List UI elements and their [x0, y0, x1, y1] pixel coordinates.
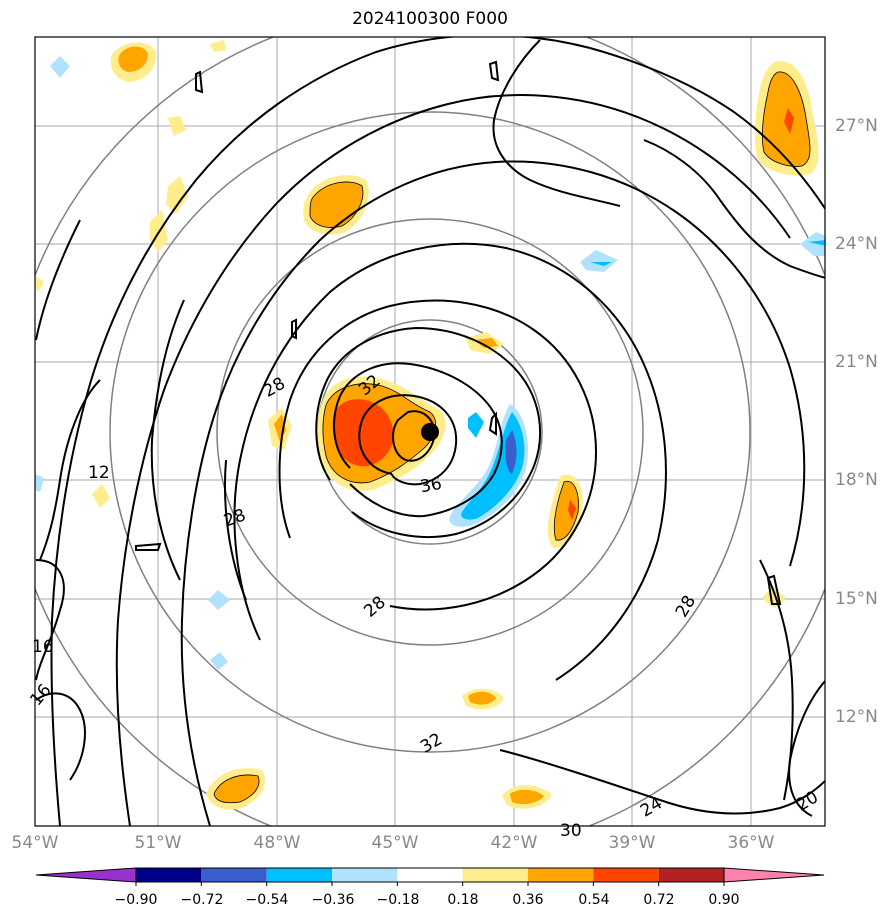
contour-label: 12 [88, 463, 110, 483]
shade-o [35, 276, 44, 292]
colorbar-label: −0.18 [376, 892, 420, 908]
shade-u [35, 474, 44, 492]
shade-cold-inner [505, 430, 517, 474]
colorbar-segment [593, 868, 659, 882]
colorbar-segment [528, 868, 594, 882]
shade-s [208, 590, 230, 610]
shade-d [168, 116, 186, 136]
lat-label: 21°N [835, 352, 878, 372]
shade-outlines [213, 71, 811, 804]
colorbar-segment [462, 868, 528, 882]
lon-label: 48°W [253, 833, 301, 853]
shade-ne-inner [784, 108, 794, 134]
shade-e [166, 176, 188, 214]
colorbar-label: −0.36 [311, 892, 355, 908]
lon-label: 51°W [134, 833, 182, 853]
shade-i2 [554, 481, 579, 541]
lon-label: 54°W [11, 833, 59, 853]
shade-m2 [214, 774, 260, 803]
colorbar-segment [201, 868, 267, 882]
shade-r2 [808, 240, 825, 246]
colorbar-frame [135, 867, 725, 883]
lat-label: 27°N [835, 116, 878, 136]
lat-label: 12°N [835, 707, 878, 727]
lon-label: 45°W [371, 833, 419, 853]
shade-cold-small [468, 412, 484, 438]
shade-r [800, 232, 825, 256]
shade-q [580, 250, 618, 272]
colorbar-extend-low [35, 867, 137, 883]
contour-label: 36 [419, 474, 444, 497]
colorbar-segment [397, 868, 463, 882]
lon-label: 42°W [490, 833, 538, 853]
shade-l2 [468, 691, 496, 705]
colorbar-label: −0.54 [245, 892, 289, 908]
contour-lines [35, 37, 825, 826]
colorbar-label: 0.72 [643, 892, 675, 908]
lat-label: 18°N [835, 470, 878, 490]
lon-label: 39°W [608, 833, 656, 853]
shade-b-inner [118, 46, 148, 72]
grid-lines [35, 37, 825, 826]
storm-center-dot [421, 423, 439, 441]
shade-n2 [510, 789, 544, 804]
colorbar-label: 0.36 [512, 892, 544, 908]
colorbar-segment [136, 868, 202, 882]
shade-core-inner [332, 399, 394, 467]
lat-label: 24°N [835, 234, 878, 254]
shade-i3 [568, 500, 576, 520]
lon-label: 36°W [727, 833, 775, 853]
colorbar-extend-high [723, 867, 825, 883]
lat-label: 15°N [835, 589, 878, 609]
shade-g2 [474, 338, 498, 348]
colorbar-label: −0.90 [114, 892, 158, 908]
colorbar-segment [658, 868, 724, 882]
colorbar-label: 0.90 [708, 892, 740, 908]
shade-c [210, 40, 226, 52]
contour-label: 30 [560, 821, 582, 841]
colorbar-label: −0.72 [180, 892, 224, 908]
colorbar-label: 0.18 [447, 892, 479, 908]
colorbar-segment [266, 868, 332, 882]
shade-p [50, 56, 70, 78]
colorbar-label: 0.54 [578, 892, 610, 908]
shade-t [210, 652, 228, 670]
map-frame [34, 36, 826, 827]
contour-label: 16 [32, 637, 54, 657]
colorbar-segment [332, 868, 398, 882]
colorbar [35, 867, 825, 886]
shade-j [92, 484, 110, 508]
map-title: 2024100300 F000 [352, 9, 508, 29]
shade-q2 [590, 262, 612, 266]
